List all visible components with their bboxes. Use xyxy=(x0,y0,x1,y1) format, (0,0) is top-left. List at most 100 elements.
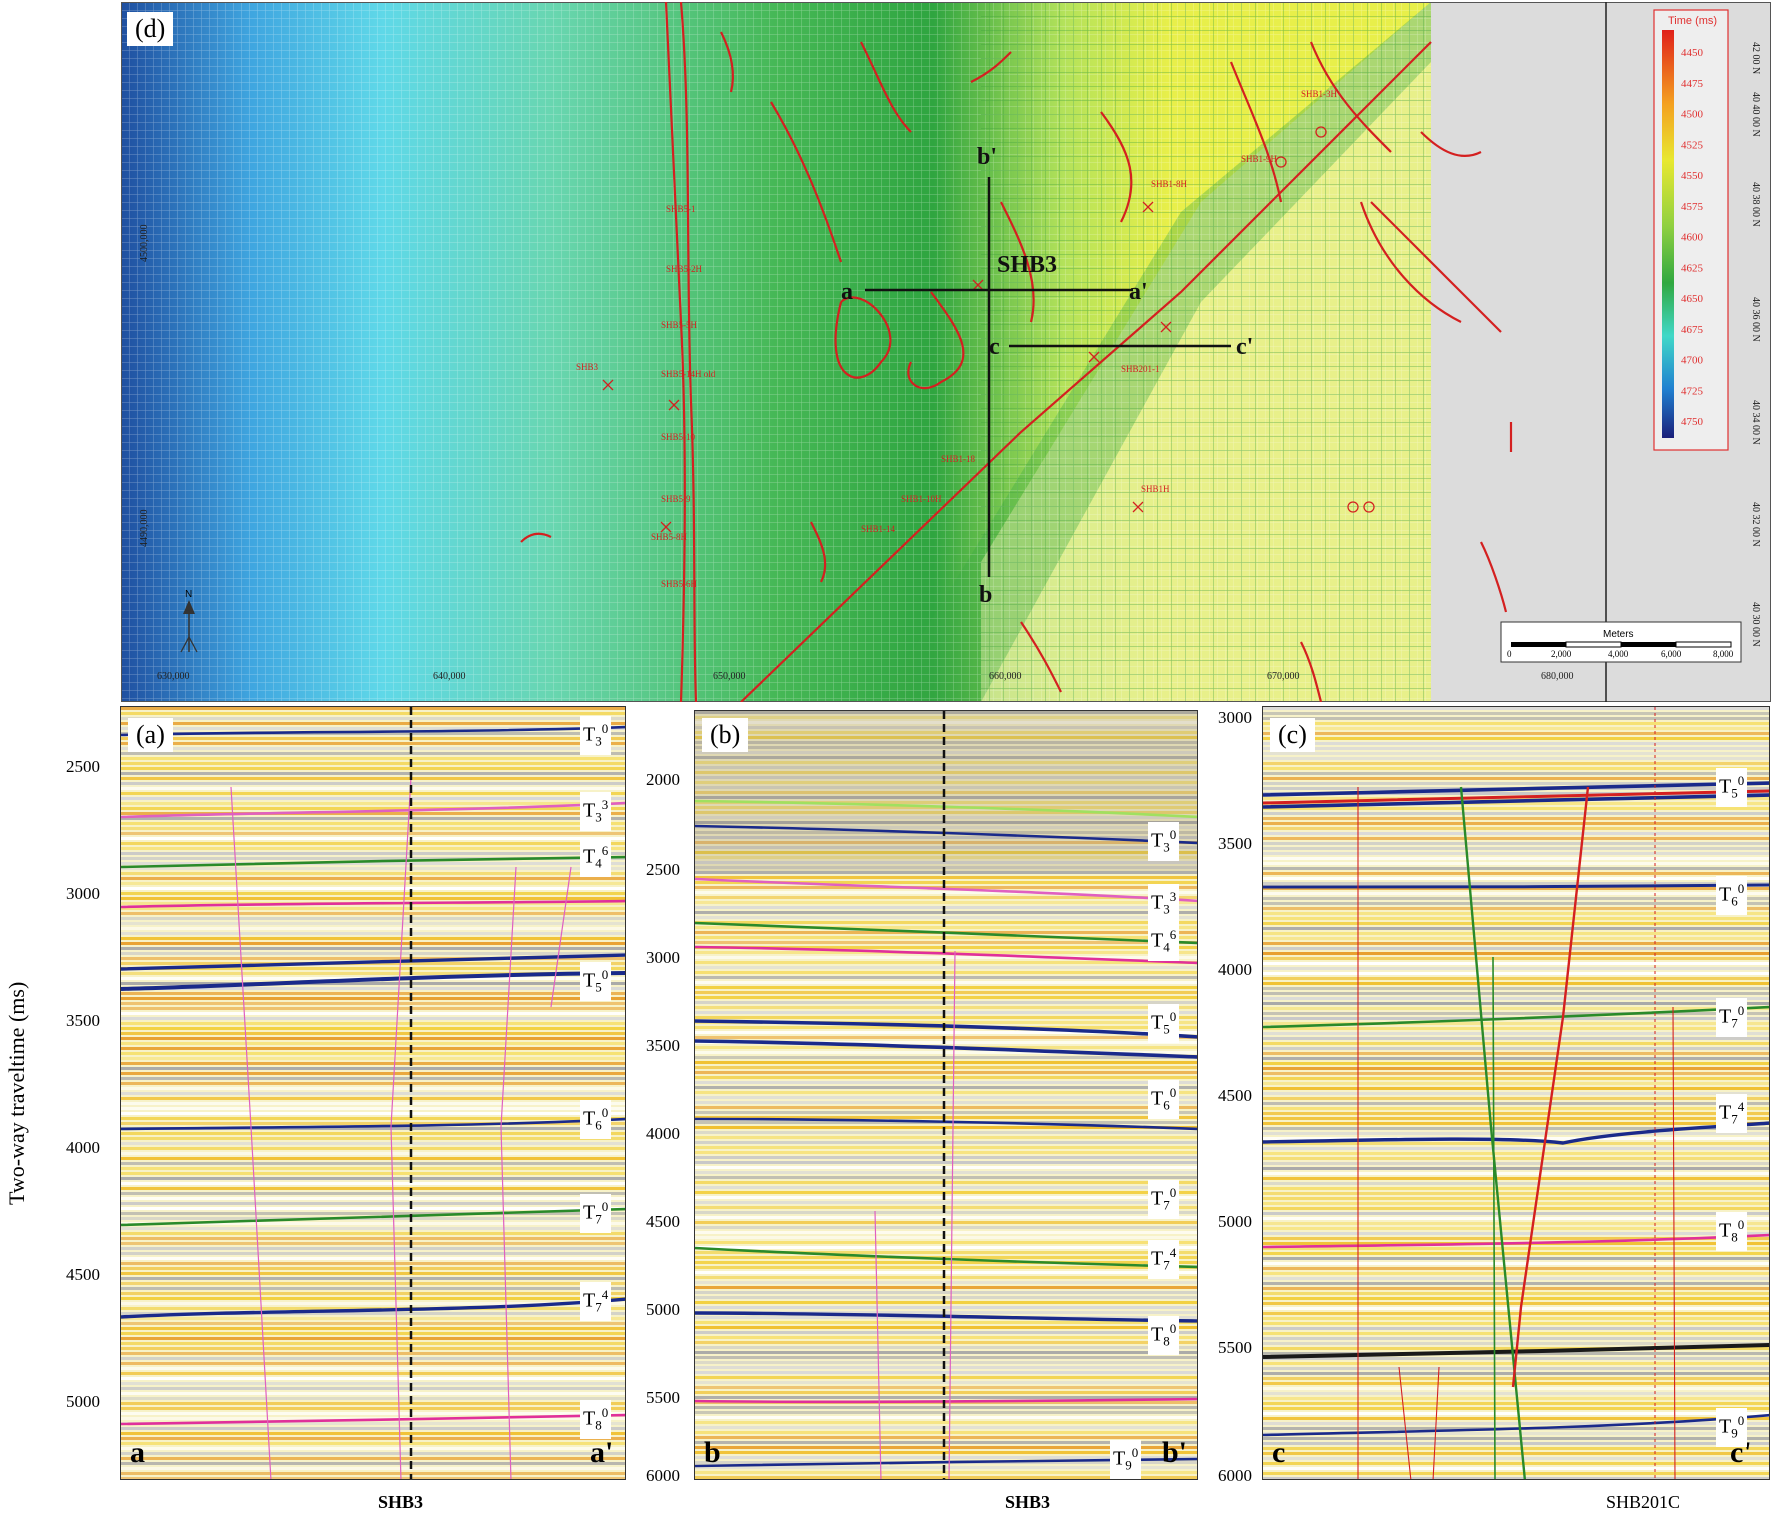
profile-label-b: b xyxy=(979,582,992,608)
tick-a: 4500 xyxy=(66,1265,100,1284)
north-arrow-icon: N xyxy=(180,589,198,653)
section-c-left-end: c xyxy=(1272,1436,1286,1469)
legend-value: 4475 xyxy=(1681,78,1704,90)
horizon-label: T74 xyxy=(1148,1240,1180,1279)
legend-value: 4525 xyxy=(1681,139,1704,151)
scale-tick: 2,000 xyxy=(1551,649,1572,659)
section-a-left-end: a xyxy=(130,1436,145,1469)
easting-tick: 680,000 xyxy=(1541,671,1574,682)
easting-tick: 650,000 xyxy=(713,671,746,682)
map-canvas: SHB3 SHB5-5H SHB5-10 SHB5-14H old SHB1H … xyxy=(121,1,1771,703)
easting-tick: 630,000 xyxy=(157,671,190,682)
tick-c: 3500 xyxy=(1218,834,1252,853)
scale-title: Meters xyxy=(1603,629,1634,640)
section-a-panel xyxy=(120,706,626,1480)
tick-a: 5000 xyxy=(66,1392,100,1411)
tick-a: 2500 xyxy=(66,757,100,776)
horizon-label: T80 xyxy=(1148,1316,1180,1355)
northing-tick: 4490,000 xyxy=(139,510,150,548)
legend-value: 4550 xyxy=(1681,170,1704,182)
tick-a: 4000 xyxy=(66,1138,100,1157)
legend-value: 4625 xyxy=(1681,262,1704,274)
section-b-left-end: b xyxy=(704,1436,721,1469)
horizon-label: T90 xyxy=(1716,1408,1748,1447)
legend-value: 4725 xyxy=(1681,385,1704,397)
map-panel-label: (d) xyxy=(127,12,174,46)
tick-a: 3000 xyxy=(66,884,100,903)
horizon-label: T70 xyxy=(580,1194,612,1233)
svg-text:N: N xyxy=(185,589,192,600)
section-b-panel xyxy=(694,710,1198,1480)
horizon-label: T30 xyxy=(1148,822,1180,861)
fault-lines xyxy=(520,1,1513,703)
horizon-label: T50 xyxy=(580,962,612,1001)
section-c-well: SHB201C xyxy=(1606,1492,1681,1512)
well-label: SHB3 xyxy=(576,362,599,372)
tick-b: 6000 xyxy=(646,1466,680,1485)
well-label: SHB1-10H xyxy=(901,494,942,504)
tick-c: 3000 xyxy=(1218,708,1252,727)
profile-label-c-prime: c' xyxy=(1236,334,1253,360)
horizon-label: T30 xyxy=(580,716,612,755)
well-label: SHB5-14H old xyxy=(661,369,716,379)
horizon-label: T80 xyxy=(1716,1212,1748,1251)
horizon-label: T46 xyxy=(1148,922,1180,961)
legend-title: Time (ms) xyxy=(1668,15,1717,27)
easting-tick: 660,000 xyxy=(989,671,1022,682)
legend-value: 4650 xyxy=(1681,293,1704,305)
legend-value: 4750 xyxy=(1681,416,1704,428)
easting-tick: 640,000 xyxy=(433,671,466,682)
scale-tick: 6,000 xyxy=(1661,649,1682,659)
lat-tick: 40 30 00 N xyxy=(1750,602,1761,647)
northing-tick: 4500,000 xyxy=(139,225,150,263)
section-a-well: SHB3 xyxy=(378,1492,424,1512)
horizon-label: T60 xyxy=(1716,876,1748,915)
tick-b: 3500 xyxy=(646,1036,680,1055)
seismic-section-b xyxy=(695,711,1197,1479)
scale-tick: 8,000 xyxy=(1713,649,1734,659)
legend-value: 4450 xyxy=(1681,47,1704,59)
tick-c: 4000 xyxy=(1218,960,1252,979)
well-label: SHB1-14 xyxy=(861,524,896,534)
legend-value: 4500 xyxy=(1681,109,1704,121)
horizon-label: T33 xyxy=(1148,884,1180,923)
y-axis-label: Two-way traveltime (ms) xyxy=(4,981,29,1205)
tick-a: 3500 xyxy=(66,1011,100,1030)
well-label: SHB201-1 xyxy=(1121,364,1160,374)
lat-tick: 42 00 N xyxy=(1750,42,1761,74)
seismic-section-c xyxy=(1263,707,1769,1479)
section-a-label: (a) xyxy=(128,718,173,752)
horizon-label: T74 xyxy=(580,1282,612,1321)
lat-tick: 40 40 00 N xyxy=(1750,92,1761,137)
horizon-label: T33 xyxy=(580,792,612,831)
profile-label-a-prime: a' xyxy=(1129,279,1148,305)
tick-c: 5000 xyxy=(1218,1212,1252,1231)
well-label: SHB5-1 xyxy=(666,204,696,214)
tick-c: 6000 xyxy=(1218,1466,1252,1485)
legend-value: 4700 xyxy=(1681,355,1704,367)
tick-b: 5500 xyxy=(646,1388,680,1407)
horizon-label: T80 xyxy=(580,1400,612,1439)
well-label: SHB5-9 xyxy=(661,494,691,504)
profile-label-a: a xyxy=(841,279,853,305)
tick-c: 5500 xyxy=(1218,1338,1252,1357)
horizon-label: T74 xyxy=(1716,1094,1748,1133)
well-label: SHB5-2H xyxy=(666,264,703,274)
profile-label-c: c xyxy=(989,334,1000,360)
legend-value: 4575 xyxy=(1681,201,1704,213)
tick-b: 4000 xyxy=(646,1124,680,1143)
section-lines xyxy=(865,177,1231,577)
legend-value: 4675 xyxy=(1681,324,1704,336)
scale-tick: 4,000 xyxy=(1608,649,1629,659)
horizon-label: T70 xyxy=(1148,1180,1180,1219)
lat-tick: 40 32 00 N xyxy=(1750,502,1761,547)
horizon-label: T50 xyxy=(1148,1004,1180,1043)
tick-b: 2000 xyxy=(646,770,680,789)
scale-bar: Meters 0 2,000 4,000 6,000 8,000 xyxy=(1500,621,1742,663)
horizon-label: T46 xyxy=(580,838,612,877)
section-b-label: (b) xyxy=(702,718,749,752)
well-label: SHB5-6H xyxy=(661,579,698,589)
easting-tick: 670,000 xyxy=(1267,671,1300,682)
well-label: SHB1-9H xyxy=(1241,154,1278,164)
section-a-right-end: a' xyxy=(590,1436,614,1469)
